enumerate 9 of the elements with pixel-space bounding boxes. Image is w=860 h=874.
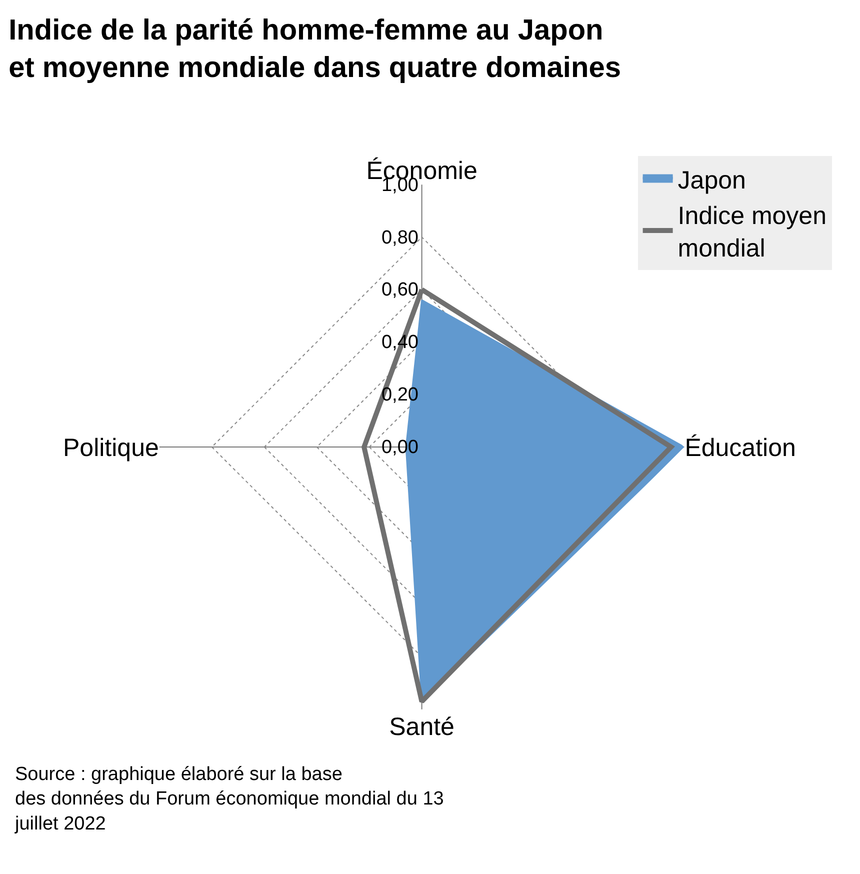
spoke-label: Politique	[62, 434, 159, 462]
legend-label: Japon	[678, 166, 746, 194]
y-tick-label: 0,60	[381, 280, 418, 301]
chart-title: Indice de la parité homme-femme au Japon et moyenne mondiale dans quatre domaines	[8, 14, 621, 84]
y-tick-label: 0,80	[381, 227, 418, 248]
spoke-label: Éducation	[684, 434, 796, 462]
spoke-label: Santé	[389, 712, 454, 741]
legend-label: Indice moyen mondial	[678, 202, 827, 262]
source-note: Source : graphique élaboré sur la base des données du Forum économique mondial du 13 juillet 2022	[14, 764, 444, 834]
